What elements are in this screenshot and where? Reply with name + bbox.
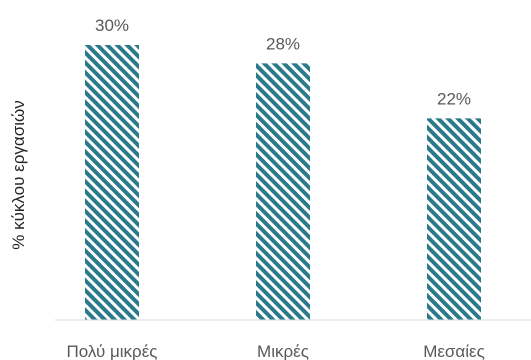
x-tick-labels: Πολύ μικρές Μικρές Μεσαίες (66, 342, 484, 360)
bar-3 (427, 118, 481, 320)
bars-layer (85, 45, 481, 320)
bar-1 (85, 45, 139, 320)
bar-2 (256, 63, 310, 320)
x-tick-label-1: Πολύ μικρές (66, 342, 157, 360)
value-labels-layer: 30% 28% 22% (95, 16, 471, 108)
value-label-2: 28% (266, 34, 300, 53)
x-tick-label-3: Μεσαίες (423, 342, 485, 360)
y-axis-title: % κύκλου εργασιών (9, 100, 28, 249)
value-label-3: 22% (437, 89, 471, 108)
value-label-1: 30% (95, 16, 129, 35)
x-tick-label-2: Μικρές (257, 342, 309, 360)
